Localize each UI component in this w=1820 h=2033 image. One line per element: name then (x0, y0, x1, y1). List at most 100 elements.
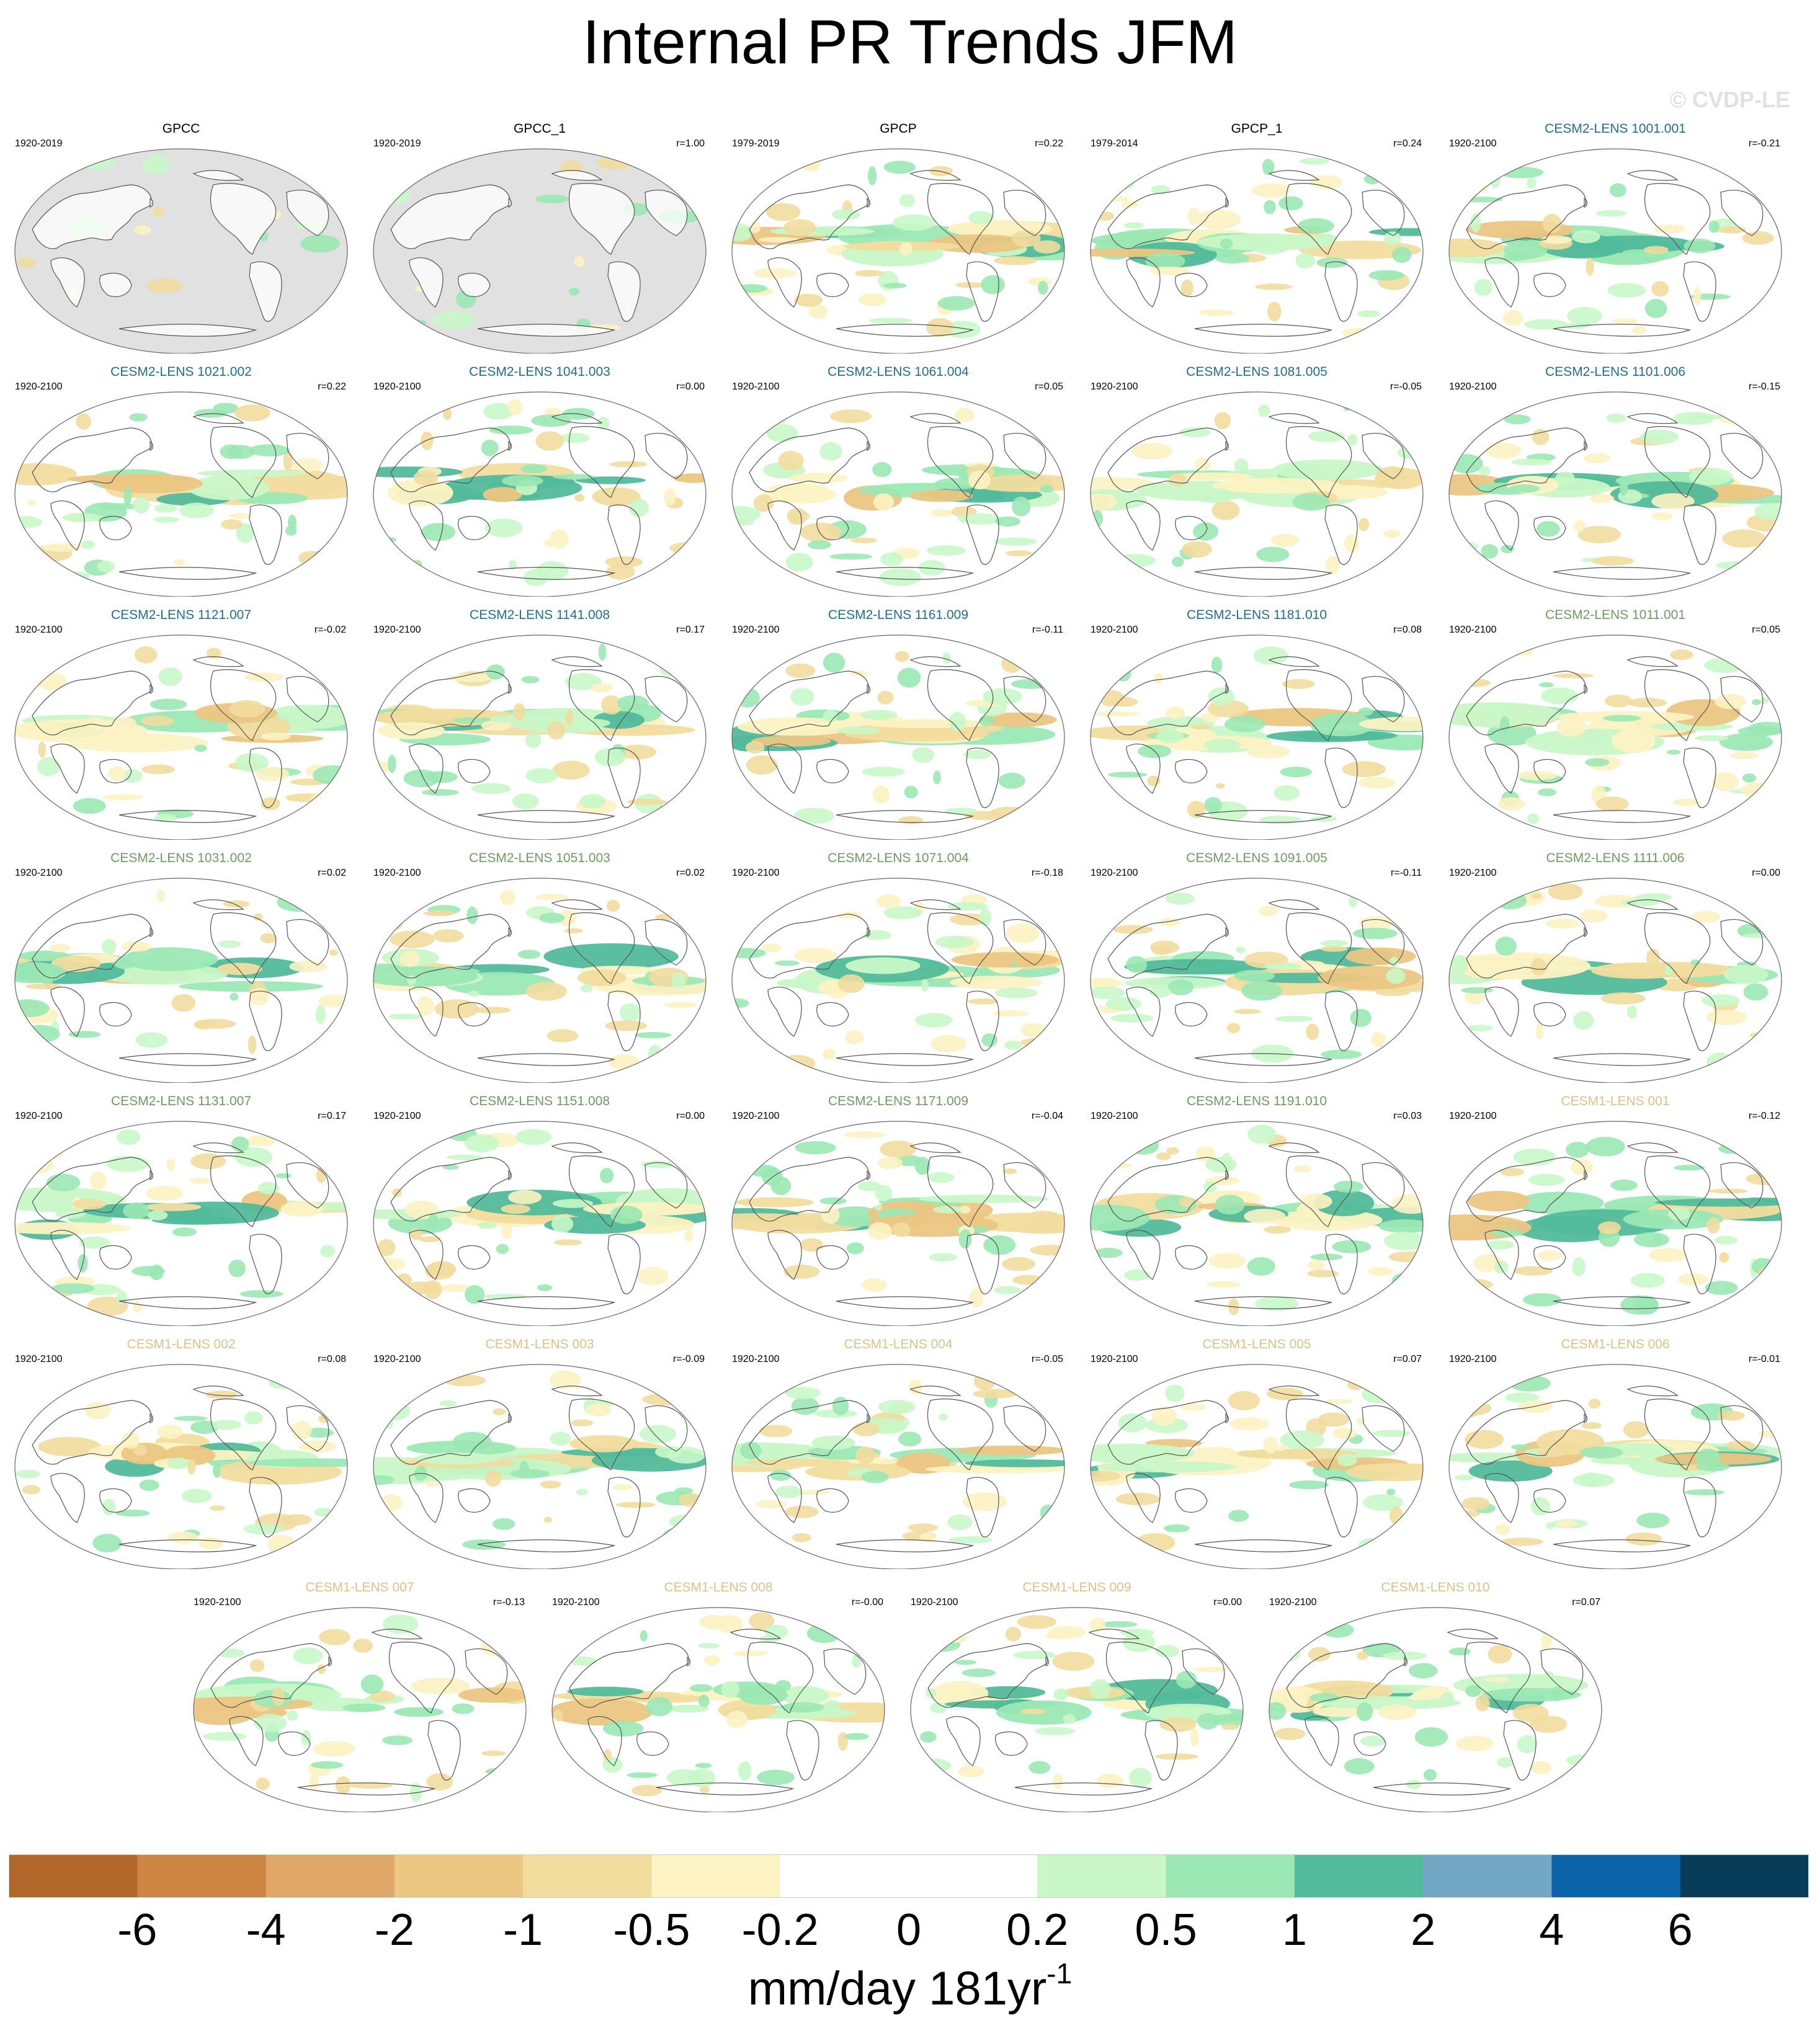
world-map (14, 878, 348, 1083)
colorbar-swatch (265, 1854, 395, 1898)
world-map (1448, 1364, 1782, 1569)
panel-correlation: r=-0.15 (1748, 381, 1780, 392)
world-map (1090, 1121, 1424, 1326)
map-panel: CESM2-LENS 1101.006 1920-2100 r=-0.15 (1442, 364, 1789, 597)
panel-years: 1920-2100 (732, 1354, 780, 1364)
map-panel: CESM2-LENS 1081.005 1920-2100 r=-0.05 (1083, 364, 1430, 597)
colorbar-tick-label: 0.5 (1135, 1905, 1197, 1955)
map-panel: CESM2-LENS 1041.003 1920-2100 r=0.00 (366, 364, 713, 597)
world-map (1448, 634, 1782, 840)
world-map (731, 148, 1065, 354)
world-map (1448, 391, 1782, 597)
panel-correlation: r=0.02 (676, 868, 705, 878)
map-field (1091, 878, 1423, 1083)
panel-correlation: r=0.00 (676, 381, 705, 392)
panel-years: 1920-2100 (15, 381, 63, 392)
panel-years: 1920-2100 (732, 381, 780, 392)
panel-title: CESM2-LENS 1061.004 (827, 365, 969, 379)
panel-years: 1920-2100 (732, 868, 780, 878)
map-panel: CESM1-LENS 010 1920-2100 r=0.07 (1262, 1580, 1609, 1812)
map-panel: CESM2-LENS 1001.001 1920-2100 r=-0.21 (1442, 121, 1789, 354)
colorbar-swatch (1423, 1854, 1552, 1898)
panel-correlation: r=0.07 (1393, 1354, 1422, 1364)
world-map (373, 148, 707, 354)
panel-years: 1920-2100 (373, 1354, 421, 1364)
map-field (552, 1608, 885, 1812)
panel-years: 1920-2100 (373, 625, 421, 635)
map-field (15, 1121, 347, 1326)
panel-years: 1920-2019 (15, 138, 63, 149)
colorbar-tick-label: 2 (1411, 1905, 1436, 1955)
panel-years: 1920-2100 (1269, 1597, 1317, 1608)
map-panel: CESM2-LENS 1131.007 1920-2100 r=0.17 (7, 1093, 355, 1326)
colorbar-tick-label: 4 (1539, 1905, 1564, 1955)
map-field (1449, 635, 1782, 840)
panel-years: 1920-2100 (1449, 1111, 1497, 1121)
panel-title: CESM2-LENS 1141.008 (469, 608, 610, 622)
units-exponent: -1 (1046, 1957, 1073, 1990)
world-map (193, 1607, 527, 1812)
colorbar-tick-label: -0.2 (741, 1905, 819, 1955)
panel-years: 1920-2100 (15, 1111, 63, 1121)
colorbar-swatch (909, 1854, 1038, 1898)
colorbar-tick-label: -0.5 (613, 1905, 690, 1955)
panel-correlation: r=-0.21 (1748, 138, 1780, 149)
map-field (732, 878, 1064, 1083)
map-field (1449, 1364, 1782, 1569)
panel-correlation: r=-0.01 (1748, 1354, 1780, 1364)
world-map (910, 1607, 1244, 1812)
world-map (14, 1121, 348, 1326)
panel-years: 1920-2100 (373, 868, 421, 878)
map-panel: CESM1-LENS 008 1920-2100 r=-0.00 (545, 1580, 892, 1812)
map-panel: CESM2-LENS 1171.009 1920-2100 r=-0.04 (725, 1093, 1072, 1326)
map-field (194, 1608, 526, 1812)
panel-title: CESM1-LENS 001 (1561, 1094, 1670, 1108)
world-map (1090, 1364, 1424, 1569)
panel-correlation: r=-0.09 (672, 1354, 705, 1364)
panel-correlation: r=-0.12 (1748, 1111, 1780, 1121)
map-panel: CESM2-LENS 1191.010 1920-2100 r=0.03 (1083, 1093, 1430, 1326)
colorbar-tick-label: -1 (503, 1905, 543, 1955)
panel-correlation: r=0.17 (318, 1111, 346, 1121)
panel-title: CESM2-LENS 1101.006 (1545, 365, 1686, 379)
map-field (373, 392, 706, 597)
panel-correlation: r=0.00 (1752, 868, 1780, 878)
panel-years: 1920-2100 (1449, 868, 1497, 878)
panel-years: 1920-2100 (1091, 1354, 1138, 1364)
panel-title: GPCP (880, 122, 917, 136)
world-map (551, 1607, 885, 1812)
world-map (14, 1364, 348, 1569)
world-map (731, 1364, 1065, 1569)
world-map (731, 391, 1065, 597)
figure-title: Internal PR Trends JFM (582, 7, 1238, 77)
panel-correlation: r=0.03 (1393, 1111, 1422, 1121)
panel-correlation: r=-0.00 (851, 1597, 883, 1608)
colorbar-tick-label: -4 (246, 1905, 286, 1955)
map-field (15, 635, 347, 840)
map-field (1091, 635, 1423, 840)
map-panel: CESM2-LENS 1051.003 1920-2100 r=0.02 (366, 850, 713, 1083)
map-panel: GPCP 1979-2019 r=0.22 (725, 121, 1072, 354)
colorbar-swatch (137, 1854, 267, 1898)
watermark: © CVDP-LE (1669, 87, 1790, 112)
panel-correlation: r=0.00 (676, 1111, 705, 1121)
map-field (732, 635, 1064, 840)
world-map (14, 391, 348, 597)
colorbar-swatch (780, 1854, 909, 1898)
panel-title: CESM2-LENS 1001.001 (1545, 122, 1686, 136)
map-panel: CESM2-LENS 1071.004 1920-2100 r=-0.18 (725, 850, 1072, 1083)
panel-years: 1920-2100 (373, 1111, 421, 1121)
map-field (373, 635, 706, 840)
panel-title: CESM1-LENS 006 (1561, 1337, 1670, 1351)
map-field (15, 149, 347, 354)
panel-years: 1979-2014 (1091, 138, 1138, 149)
panel-title: CESM2-LENS 1151.008 (469, 1094, 610, 1108)
units-label: mm/day 181yr (747, 1962, 1047, 2015)
map-panel: CESM2-LENS 1021.002 1920-2100 r=0.22 (7, 364, 355, 597)
panel-title: CESM2-LENS 1111.006 (1546, 851, 1685, 865)
panel-years: 1920-2100 (15, 1354, 63, 1364)
panel-years: 1920-2100 (1449, 625, 1497, 635)
world-map (1090, 878, 1424, 1083)
panel-correlation: r=-0.11 (1391, 868, 1422, 878)
panel-title: CESM2-LENS 1041.003 (469, 365, 610, 379)
